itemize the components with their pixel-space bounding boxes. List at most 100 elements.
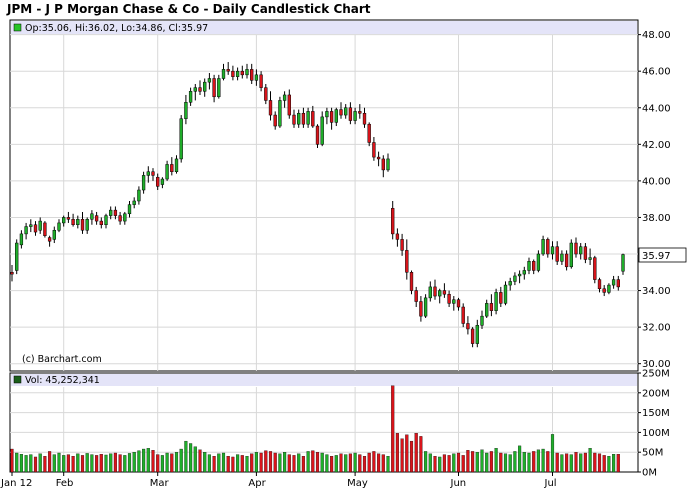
candle xyxy=(207,73,212,90)
volume-bar xyxy=(377,453,381,473)
x-tick-label: Apr xyxy=(248,478,266,489)
volume-bar xyxy=(348,453,352,473)
candle-body xyxy=(240,70,244,76)
candle-body xyxy=(203,81,207,92)
volume-bar xyxy=(588,448,592,473)
candle xyxy=(400,233,404,256)
candle xyxy=(221,63,226,81)
candle xyxy=(62,215,66,227)
candle xyxy=(616,275,620,291)
candle-body xyxy=(15,242,19,271)
candle xyxy=(66,211,71,223)
candle-body xyxy=(597,279,602,289)
candle-body xyxy=(395,233,400,240)
candle-body xyxy=(508,281,512,286)
candle xyxy=(597,277,602,293)
candle-body xyxy=(588,257,592,260)
volume-bar xyxy=(127,453,132,473)
candle-body xyxy=(273,114,277,127)
volume-bar xyxy=(513,451,517,473)
volume-bar xyxy=(113,452,117,473)
candle-body xyxy=(311,111,315,127)
candle xyxy=(503,281,508,306)
candle xyxy=(470,327,475,348)
candle xyxy=(536,250,541,273)
volume-bar xyxy=(292,455,296,473)
volume-bar xyxy=(118,454,122,473)
volume-bar xyxy=(231,456,235,473)
candle xyxy=(85,217,89,234)
volume-bar xyxy=(62,455,66,473)
candle-body xyxy=(532,261,536,271)
volume-bar xyxy=(240,455,244,473)
volume-bar xyxy=(612,454,616,473)
volume-bar xyxy=(24,455,28,473)
candle xyxy=(170,157,174,176)
volume-bar xyxy=(386,456,390,473)
price-tick-label: 48.00 xyxy=(642,30,671,41)
candle xyxy=(94,211,99,225)
candle xyxy=(240,65,244,79)
candle-body xyxy=(170,164,174,172)
candle-body xyxy=(503,284,508,304)
candle xyxy=(376,151,381,167)
candle xyxy=(90,210,94,225)
volume-bar xyxy=(438,456,442,473)
candle xyxy=(52,226,56,244)
candle xyxy=(532,259,536,275)
candle-body xyxy=(184,102,188,119)
candle-body xyxy=(76,219,80,225)
volume-bar xyxy=(428,453,432,473)
volume-bar xyxy=(395,433,399,473)
candle xyxy=(99,217,103,229)
volume-bar xyxy=(19,454,23,473)
candle-body xyxy=(38,220,42,231)
candle-body xyxy=(292,114,296,125)
volume-bar xyxy=(259,452,263,473)
candle-body xyxy=(207,78,212,83)
candle-body xyxy=(522,270,526,275)
candle xyxy=(499,286,503,308)
volume-bar xyxy=(616,454,620,473)
candle xyxy=(141,171,146,194)
candle xyxy=(405,239,409,280)
volume-bar xyxy=(381,454,385,473)
volume-bar xyxy=(522,452,526,473)
volume-bar xyxy=(170,453,174,473)
candle xyxy=(71,213,75,227)
volume-bar xyxy=(358,454,362,473)
candle xyxy=(546,237,550,258)
candle-body xyxy=(10,272,14,275)
volume-bar xyxy=(546,451,550,473)
price-tick-label: 40.00 xyxy=(642,176,671,187)
candle-body xyxy=(546,239,550,255)
volume-bar xyxy=(330,456,334,473)
candle xyxy=(43,221,47,238)
candle xyxy=(522,266,526,280)
candle-body xyxy=(541,239,545,255)
candle xyxy=(339,102,343,119)
volume-bar xyxy=(579,453,583,473)
candle-body xyxy=(160,178,165,185)
volume-bar xyxy=(57,452,61,473)
candle xyxy=(381,155,385,178)
volume-tick-label: 100M xyxy=(642,428,670,439)
volume-bar xyxy=(189,443,193,473)
candle-body xyxy=(527,261,531,271)
candle xyxy=(212,74,216,103)
candle xyxy=(329,107,334,130)
candle xyxy=(188,87,193,106)
candle xyxy=(165,160,169,181)
candle-body xyxy=(113,209,118,216)
volume-bar xyxy=(287,454,291,473)
candle-body xyxy=(165,164,169,180)
price-tick-label: 34.00 xyxy=(642,286,671,297)
volume-bar xyxy=(447,455,451,473)
candle xyxy=(24,222,28,240)
volume-bar xyxy=(132,452,136,473)
candle xyxy=(273,111,277,130)
volume-bar xyxy=(10,448,14,473)
x-tick-label: Mar xyxy=(150,478,170,489)
candle xyxy=(179,115,183,163)
volume-bar xyxy=(165,452,169,473)
